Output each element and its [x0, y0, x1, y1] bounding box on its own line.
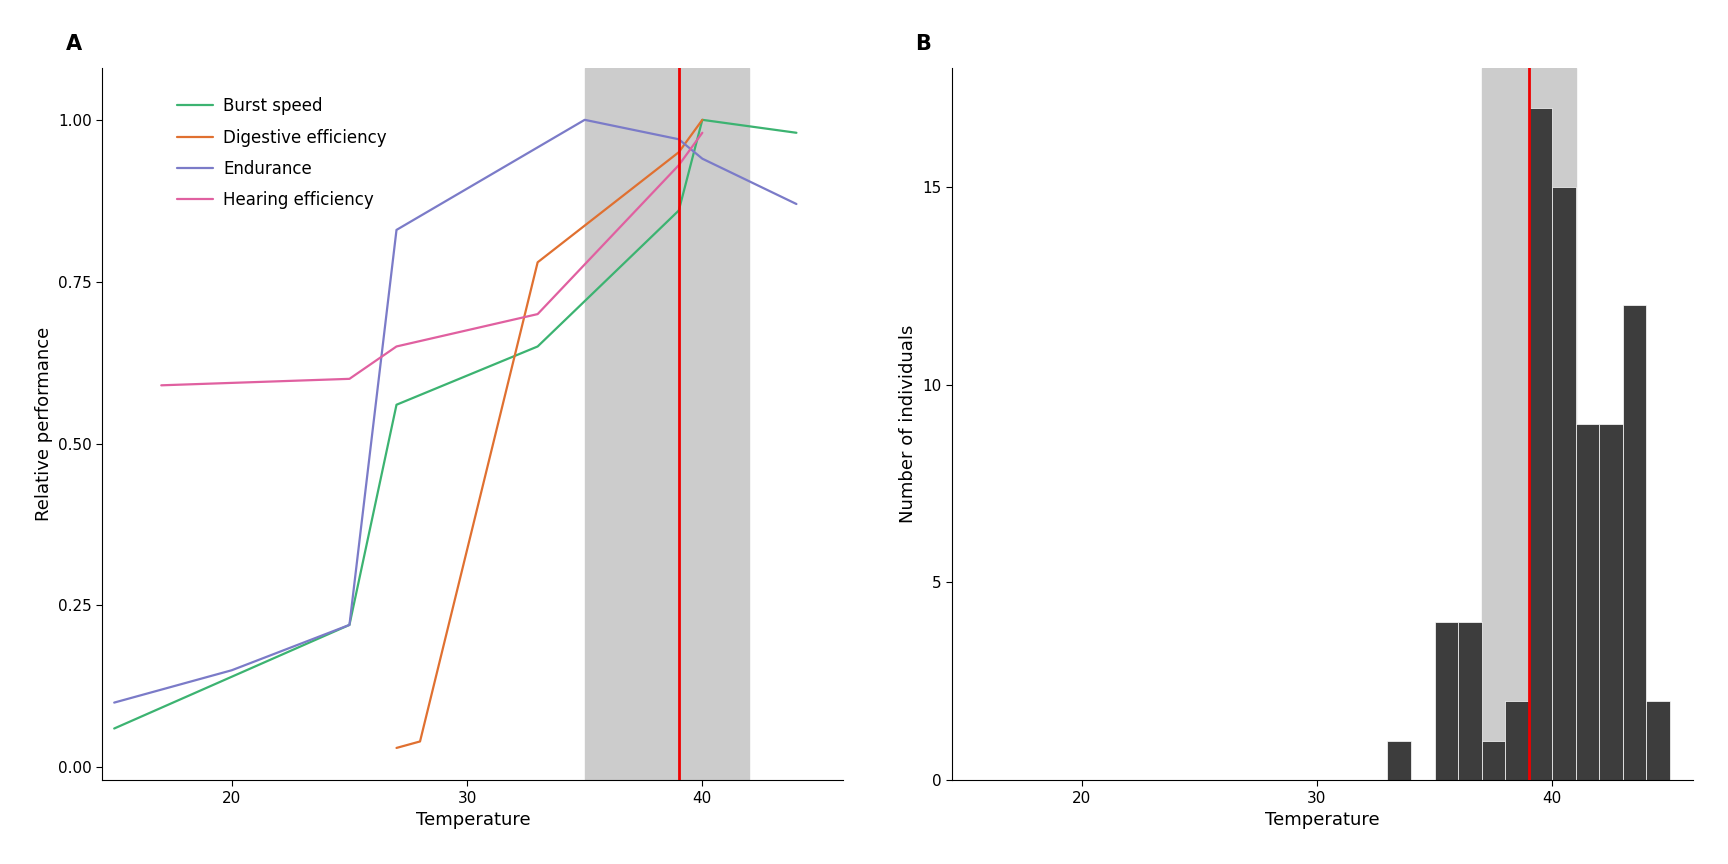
Bar [1434, 622, 1458, 780]
Burst speed [691, 115, 712, 125]
Y-axis label: Relative performance: Relative performance [35, 327, 54, 521]
Endurance [104, 697, 124, 708]
Endurance [669, 134, 689, 144]
Line: Burst speed: Burst speed [114, 120, 797, 728]
Endurance [385, 225, 406, 235]
Burst speed [221, 671, 242, 682]
Hearing efficiency [150, 380, 171, 391]
Endurance [786, 199, 807, 209]
Digestive efficiency [691, 115, 712, 125]
Burst speed [527, 341, 548, 352]
Bar [1458, 622, 1481, 780]
Burst speed [669, 206, 689, 216]
Line: Hearing efficiency: Hearing efficiency [161, 133, 702, 385]
X-axis label: Temperature: Temperature [1265, 811, 1381, 829]
Hearing efficiency [669, 160, 689, 170]
Digestive efficiency [527, 257, 548, 268]
Y-axis label: Number of individuals: Number of individuals [899, 325, 918, 524]
X-axis label: Temperature: Temperature [416, 811, 530, 829]
Burst speed [786, 128, 807, 138]
Text: B: B [916, 34, 931, 54]
Line: Digestive efficiency: Digestive efficiency [396, 120, 702, 748]
Bar [584, 68, 750, 780]
Hearing efficiency [691, 128, 712, 138]
Digestive efficiency [385, 743, 406, 753]
Bar [1647, 702, 1669, 780]
Bar [1552, 187, 1576, 780]
Digestive efficiency [669, 147, 689, 157]
Endurance [339, 619, 359, 630]
Bar [1529, 108, 1552, 780]
Burst speed [104, 723, 124, 734]
Digestive efficiency [410, 736, 430, 746]
Bar [1388, 740, 1412, 780]
Burst speed [385, 399, 406, 410]
Bar [1576, 424, 1598, 780]
Bar [1481, 740, 1505, 780]
Text: A: A [66, 34, 81, 54]
Hearing efficiency [527, 309, 548, 320]
Burst speed [339, 619, 359, 630]
Line: Endurance: Endurance [114, 120, 797, 702]
Endurance [221, 665, 242, 676]
Legend: Burst speed, Digestive efficiency, Endurance, Hearing efficiency: Burst speed, Digestive efficiency, Endur… [169, 91, 394, 216]
Hearing efficiency [385, 341, 406, 352]
Bar [1505, 702, 1529, 780]
Bar [1481, 68, 1576, 780]
Bar [1598, 424, 1623, 780]
Endurance [574, 115, 594, 125]
Endurance [691, 154, 712, 164]
Hearing efficiency [339, 373, 359, 384]
Bar [1623, 306, 1647, 780]
